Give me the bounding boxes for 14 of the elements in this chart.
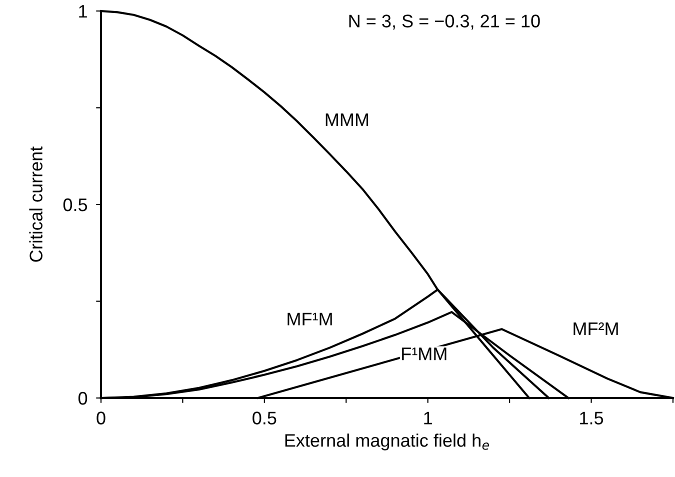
annotation: F¹MM (402, 348, 446, 360)
annotation: MF¹M (288, 312, 332, 326)
x-tick-label: 1.5 (580, 412, 604, 424)
y-axis-title: Critical current (29, 146, 42, 262)
x-tick-label: 0.5 (252, 412, 276, 424)
x-axis-title: External magnatic field h$_{e}$ (285, 434, 489, 450)
y-tick-label: 0.5 (63, 198, 88, 212)
annotation: MF²M (574, 322, 618, 335)
x-tick-label: 1 (424, 412, 432, 424)
annotation: MMM (326, 114, 368, 126)
x-tick-label: 0 (96, 412, 106, 424)
annotation: N = 3, S = −0.3, 21 = 10 (349, 14, 540, 30)
y-tick-label: 0 (78, 392, 88, 405)
y-tick-label: 1 (79, 5, 87, 18)
